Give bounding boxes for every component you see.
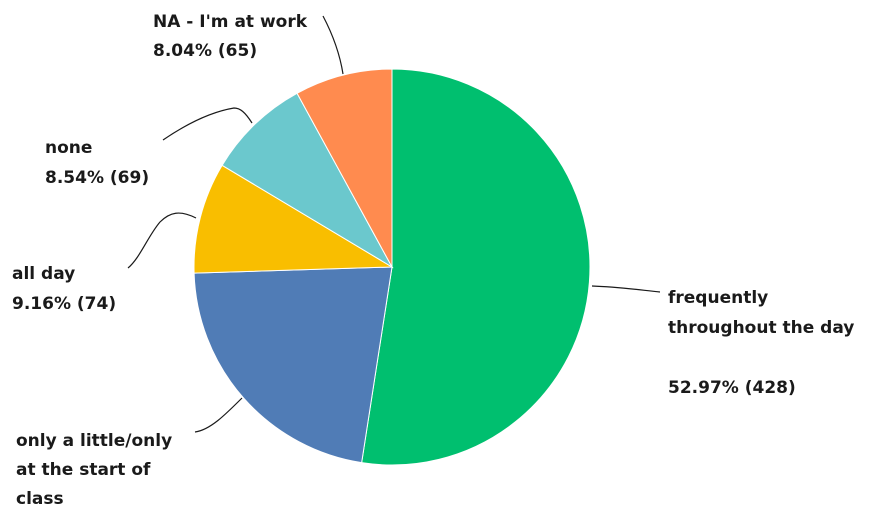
- pie-slice: [296, 68, 393, 268]
- slice-label-line: 52.97% (428): [668, 378, 796, 398]
- pie-slice: [221, 92, 394, 269]
- leader-line: [162, 107, 253, 141]
- slice-label-line: none: [45, 138, 92, 158]
- slice-label-line: all day: [12, 264, 75, 284]
- slice-label: none 8.54% (69): [45, 138, 149, 188]
- slice-label-line: throughout the day: [668, 318, 854, 338]
- slice-label: all day 9.16% (74): [12, 264, 116, 314]
- slice-label-line: 8.54% (69): [45, 168, 149, 188]
- leader-line: [194, 397, 243, 433]
- slice-labels: frequently throughout the day 52.97% (428)…: [12, 12, 854, 516]
- slice-label-line: at the start of: [16, 460, 151, 480]
- slice-label-line: only a little/only: [16, 431, 172, 451]
- slice-label: NA - I'm at work 8.04% (65): [153, 12, 308, 61]
- pie-slice: [361, 68, 591, 466]
- leader-line: [591, 285, 661, 293]
- slice-label-line: class: [16, 489, 64, 509]
- slice-label-line: 8.04% (65): [153, 41, 257, 61]
- leader-lines: [127, 15, 661, 433]
- slice-label-line: frequently: [668, 288, 768, 308]
- slice-label-line: NA - I'm at work: [153, 12, 308, 32]
- slice-label: frequently throughout the day 52.97% (428): [668, 288, 854, 398]
- slice-label-line: 9.16% (74): [12, 294, 116, 314]
- pie-slice: [193, 164, 394, 274]
- leader-line: [322, 15, 344, 75]
- leader-line: [127, 212, 197, 269]
- pie-slice: [193, 266, 393, 464]
- pie-slices: [193, 68, 591, 466]
